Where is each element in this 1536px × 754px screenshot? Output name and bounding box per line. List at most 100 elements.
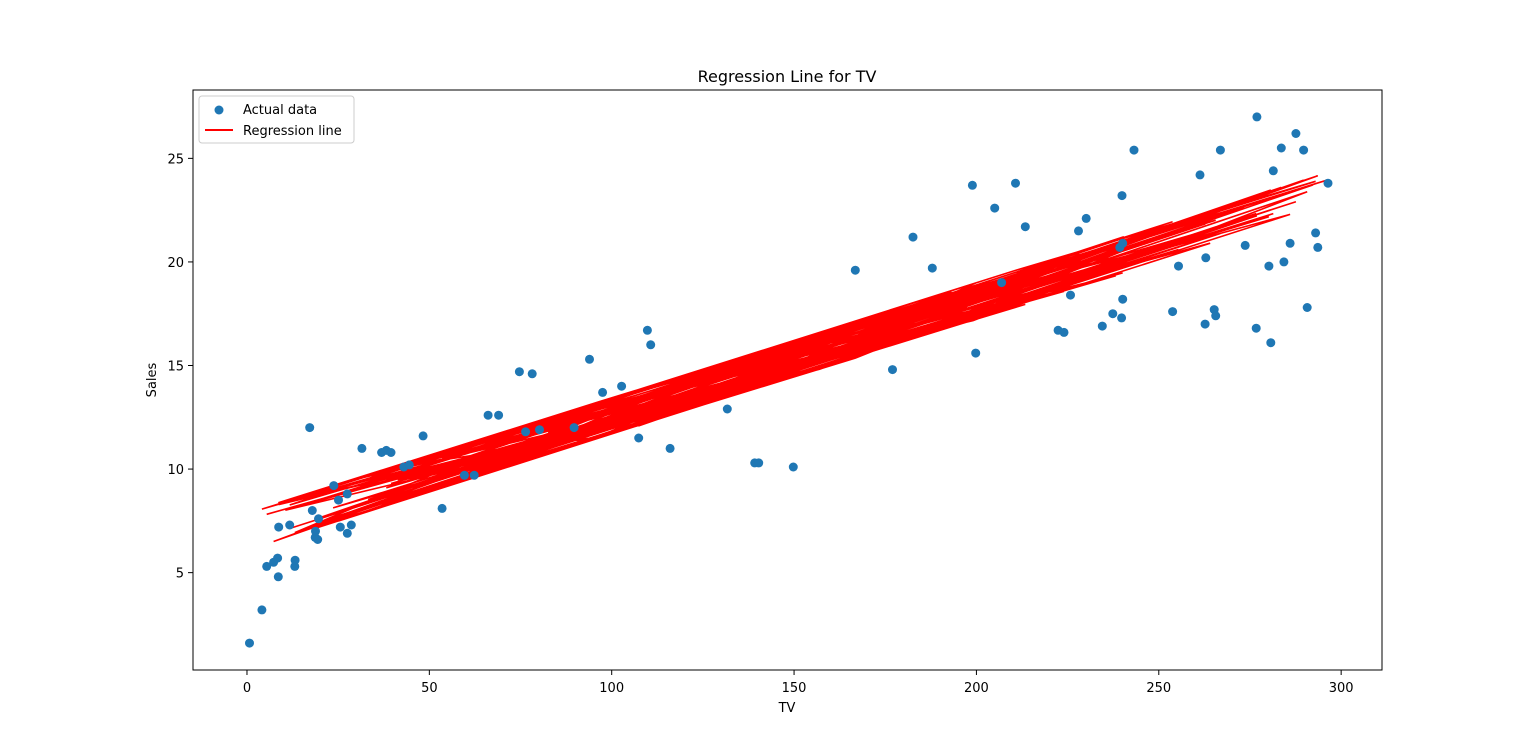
data-point [307, 506, 317, 515]
scatter-points [245, 112, 1333, 648]
data-point [1211, 311, 1221, 321]
data-point [404, 460, 414, 470]
data-point [990, 203, 1000, 213]
legend-label-actual-data: Actual data [243, 103, 317, 118]
x-tick-label: 50 [421, 681, 438, 696]
data-point [274, 522, 284, 532]
data-point [598, 387, 608, 397]
data-point [1200, 319, 1210, 329]
data-point [1081, 213, 1091, 223]
y-axis-ticks: 5 10 15 20 25 [167, 152, 193, 582]
data-point [1252, 112, 1262, 122]
data-point [314, 514, 323, 524]
x-tick-label: 300 [1329, 681, 1354, 696]
x-tick-label: 0 [243, 681, 251, 696]
data-point [1276, 143, 1286, 153]
data-point [1117, 191, 1127, 201]
data-point [273, 553, 283, 563]
data-point [418, 431, 428, 441]
data-point [1266, 338, 1276, 348]
data-point [1264, 261, 1274, 271]
data-point [313, 535, 323, 544]
x-axis-label: TV [778, 701, 796, 716]
data-point [527, 369, 537, 379]
data-point [585, 354, 594, 364]
data-point [1299, 145, 1309, 155]
y-tick-label: 20 [167, 256, 184, 271]
data-point [1291, 129, 1301, 138]
data-point [1251, 323, 1261, 333]
data-point [437, 503, 447, 513]
axes-frame [192, 89, 1383, 671]
data-point [1311, 228, 1321, 238]
regression-line-layer [261, 174, 1329, 543]
regression-line [261, 174, 1329, 543]
data-point [634, 433, 644, 443]
data-point [850, 265, 860, 275]
legend-box [198, 95, 355, 144]
legend: Actual data Regression line [198, 95, 355, 144]
data-point [646, 340, 656, 350]
data-point [1323, 178, 1333, 188]
data-point [927, 263, 937, 273]
data-point [788, 462, 798, 472]
data-point [665, 443, 675, 453]
data-point [386, 448, 396, 457]
data-point [459, 470, 469, 480]
data-point [335, 522, 345, 532]
data-point [971, 348, 981, 358]
data-point [908, 232, 918, 242]
data-point [1285, 238, 1295, 248]
data-point [334, 495, 343, 505]
data-point [1195, 170, 1205, 180]
data-point [1201, 253, 1211, 263]
data-point [997, 278, 1007, 288]
data-point [754, 458, 764, 468]
data-point [311, 526, 320, 536]
data-point [1074, 226, 1083, 236]
data-point [346, 520, 356, 530]
data-point [273, 572, 283, 582]
data-point [569, 423, 579, 433]
data-point [262, 561, 272, 571]
x-tick-label: 200 [964, 681, 989, 696]
data-point [1020, 222, 1030, 232]
data-point [1118, 238, 1128, 248]
data-point [1011, 178, 1020, 188]
data-point [1313, 242, 1323, 252]
data-point [342, 528, 352, 538]
data-point [305, 423, 315, 433]
data-point [285, 520, 295, 530]
data-point [1097, 321, 1107, 331]
y-axis-label: Sales [145, 362, 160, 397]
data-point [722, 404, 732, 414]
data-point [1174, 261, 1183, 271]
legend-label-regression-line: Regression line [243, 124, 342, 139]
data-point [1129, 145, 1139, 155]
data-point [888, 365, 897, 375]
y-tick-label: 25 [167, 152, 184, 167]
data-point [329, 481, 339, 491]
data-point [290, 555, 300, 565]
data-point [1268, 166, 1278, 176]
data-point [535, 425, 544, 435]
data-point [642, 325, 652, 335]
data-point [1108, 309, 1118, 319]
data-point [494, 410, 504, 420]
y-tick-label: 10 [167, 463, 184, 478]
x-tick-label: 100 [599, 681, 624, 696]
data-point [617, 381, 627, 391]
data-point [1117, 313, 1127, 323]
data-point [483, 410, 493, 420]
chart-title: Regression Line for TV [698, 67, 877, 86]
data-point [1302, 303, 1312, 312]
x-tick-label: 150 [782, 681, 807, 696]
data-point [257, 605, 267, 615]
data-point [469, 470, 479, 480]
data-point [357, 443, 367, 453]
data-point [342, 489, 352, 499]
data-point [1059, 327, 1069, 337]
data-point [1215, 145, 1225, 155]
y-tick-label: 5 [176, 567, 184, 582]
